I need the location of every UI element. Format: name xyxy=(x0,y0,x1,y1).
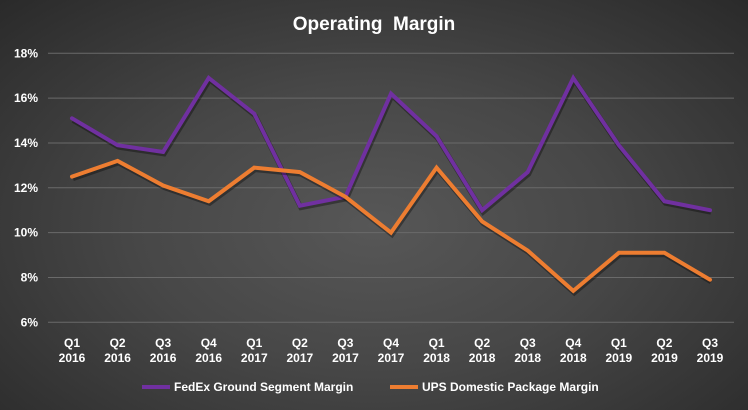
legend-label: UPS Domestic Package Margin xyxy=(422,380,599,394)
y-tick-label: 6% xyxy=(21,315,39,329)
x-tick-label: Q2 2017 xyxy=(287,336,314,365)
x-tick-label: Q3 2016 xyxy=(150,336,177,365)
x-tick-label: Q2 2019 xyxy=(651,336,678,365)
x-tick-label: Q3 2017 xyxy=(332,336,359,365)
x-tick-label: Q4 2017 xyxy=(378,336,405,365)
y-tick-label: 14% xyxy=(14,136,38,150)
chart-title: Operating Margin xyxy=(293,14,456,35)
x-tick-label: Q3 2018 xyxy=(514,336,541,365)
series-line-ups xyxy=(70,158,712,294)
x-tick-label: Q4 2016 xyxy=(195,336,222,365)
y-tick-label: 8% xyxy=(21,270,39,284)
x-tick-label: Q4 2018 xyxy=(560,336,587,365)
y-tick-label: 16% xyxy=(14,91,38,105)
y-tick-label: 12% xyxy=(14,181,38,195)
x-tick-label: Q1 2016 xyxy=(59,336,86,365)
y-tick-label: 18% xyxy=(14,46,38,60)
x-tick-label: Q3 2019 xyxy=(697,336,724,365)
y-tick-label: 10% xyxy=(14,226,38,240)
x-tick-label: Q1 2018 xyxy=(423,336,450,365)
x-tick-label: Q1 2017 xyxy=(241,336,268,365)
x-tick-label: Q2 2018 xyxy=(469,336,496,365)
legend-label: FedEx Ground Segment Margin xyxy=(174,380,353,394)
x-tick-label: Q1 2019 xyxy=(606,336,633,365)
x-tick-label: Q2 2016 xyxy=(104,336,131,365)
